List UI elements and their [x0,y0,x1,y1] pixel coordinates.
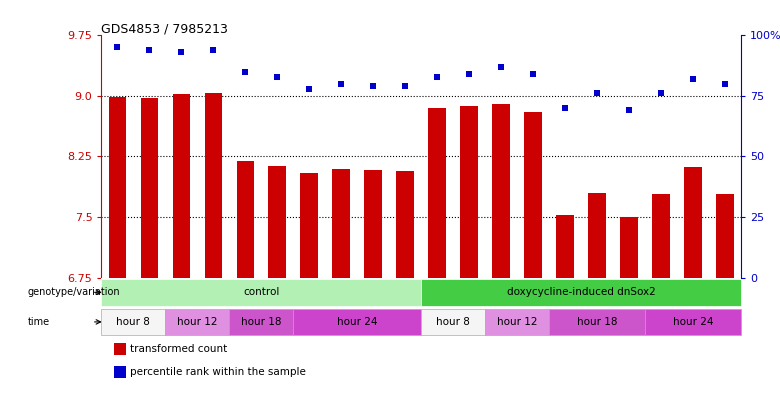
Point [495,64,508,70]
Text: hour 18: hour 18 [241,317,282,327]
Bar [229,309,293,335]
Bar [204,94,222,277]
Text: hour 24: hour 24 [673,317,713,327]
Bar [485,309,549,335]
Text: hour 18: hour 18 [577,317,617,327]
Bar [300,173,318,277]
Bar [101,309,165,335]
Bar [588,193,606,277]
Bar [645,309,741,335]
Text: hour 24: hour 24 [337,317,378,327]
Bar [108,97,126,277]
Text: time: time [28,317,50,327]
Point [655,90,668,97]
Point [144,47,156,53]
Bar [114,343,126,354]
Point [431,73,444,80]
Point [558,105,571,111]
Bar [428,108,446,277]
Bar [620,217,638,277]
Text: control: control [243,287,279,298]
Bar [652,194,670,277]
Point [335,81,348,87]
Point [112,44,124,51]
Point [719,81,732,87]
Bar [236,161,254,277]
Point [367,83,380,89]
Text: doxycycline-induced dnSox2: doxycycline-induced dnSox2 [507,287,655,298]
Bar [332,169,350,277]
Text: genotype/variation: genotype/variation [28,287,120,298]
Bar [421,279,741,306]
Bar [293,309,421,335]
Point [687,76,700,82]
Text: percentile rank within the sample: percentile rank within the sample [130,367,306,377]
Bar [101,279,421,306]
Bar [524,112,542,277]
Point [239,68,252,75]
Bar [716,194,734,277]
Bar [268,166,286,277]
Bar [140,98,158,277]
Bar [421,309,485,335]
Bar [460,107,478,277]
Point [463,71,476,77]
Text: hour 8: hour 8 [116,317,151,327]
Bar [172,94,190,277]
Point [623,107,636,114]
Bar [684,167,702,277]
Bar [165,309,229,335]
Text: GDS4853 / 7985213: GDS4853 / 7985213 [101,22,229,35]
Point [271,73,284,80]
Point [527,71,540,77]
Point [207,47,220,53]
Bar [364,170,382,277]
Bar [549,309,645,335]
Bar [556,215,574,277]
Text: hour 12: hour 12 [497,317,537,327]
Point [176,49,188,55]
Bar [396,171,414,277]
Text: hour 12: hour 12 [177,317,218,327]
Point [303,86,316,92]
Text: hour 8: hour 8 [436,317,470,327]
Bar [114,366,126,378]
Bar [492,104,510,277]
Point [591,90,604,97]
Text: transformed count: transformed count [130,344,228,354]
Point [399,83,412,89]
